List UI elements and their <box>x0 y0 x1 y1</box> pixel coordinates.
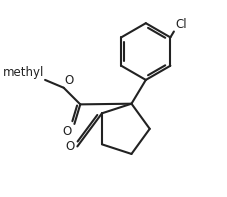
Text: Cl: Cl <box>175 18 187 31</box>
Text: methyl: methyl <box>3 66 44 79</box>
Text: O: O <box>65 140 74 153</box>
Text: O: O <box>65 74 74 87</box>
Text: O: O <box>62 125 72 138</box>
